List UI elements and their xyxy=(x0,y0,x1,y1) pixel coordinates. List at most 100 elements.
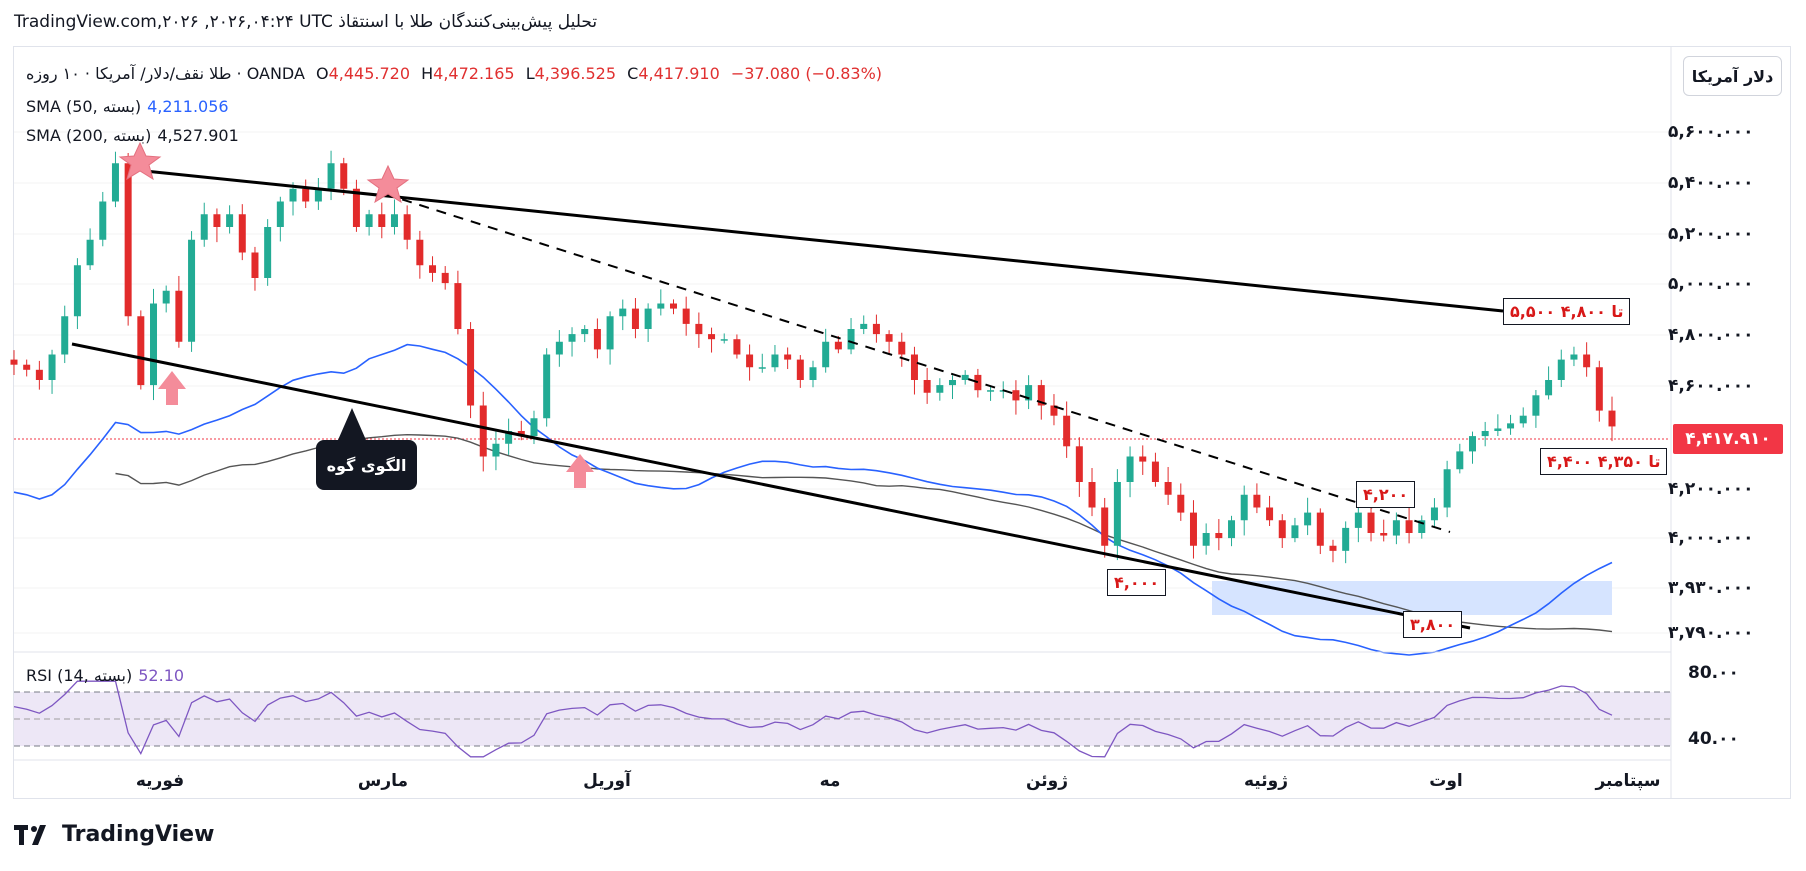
candle-down xyxy=(1012,390,1020,401)
resistance-dashed-line xyxy=(384,193,1451,533)
candle-up xyxy=(1418,520,1426,533)
candle-down xyxy=(1380,533,1388,536)
target-callout-mid[interactable]: ۴,۴۰۰ تا ۴,۳۵۰ xyxy=(1540,448,1668,475)
candle-down xyxy=(175,290,183,342)
price-tick: ۵,۲۰۰.۰۰۰ xyxy=(1668,224,1754,244)
price-tick: ۴,۸۰۰.۰۰۰ xyxy=(1668,325,1754,345)
current-price-tag: ۴,۴۱۷.۹۱۰ xyxy=(1673,424,1783,454)
candle-up xyxy=(961,374,969,380)
candle-down xyxy=(441,272,449,284)
rsi-legend[interactable]: RSI (14, بسته) 52.10 xyxy=(26,666,185,685)
currency-unit-button[interactable]: دلار آمریکا xyxy=(1683,56,1782,96)
candle-down xyxy=(885,334,893,342)
candle-up xyxy=(606,316,614,350)
candle-up xyxy=(1570,354,1578,360)
wedge-pattern-label[interactable]: الگوی گوه xyxy=(316,440,417,490)
rsi-tick: 40.۰۰ xyxy=(1688,729,1739,749)
candle-up xyxy=(200,214,208,240)
candle-up xyxy=(1354,512,1362,528)
target-callout-upper[interactable]: ۵,۵۰۰ تا ۴,۸۰۰ xyxy=(1503,298,1631,325)
candle-down xyxy=(1088,482,1096,508)
candle-up xyxy=(162,290,170,304)
candle-up xyxy=(555,341,563,355)
candle-up xyxy=(530,418,538,437)
candle-up xyxy=(111,163,119,202)
candle-down xyxy=(784,354,792,360)
candle-up xyxy=(936,385,944,393)
candle-down xyxy=(682,308,690,324)
candles-group xyxy=(10,150,1616,564)
candle-down xyxy=(834,341,842,350)
candle-up xyxy=(1507,423,1515,429)
star-marker-mar xyxy=(366,164,410,204)
rsi-line xyxy=(13,680,1613,758)
candle-down xyxy=(251,252,259,278)
candle-down xyxy=(352,188,360,227)
price-tick: ۴,۲۰۰.۰۰۰ xyxy=(1668,479,1754,499)
candle-up xyxy=(86,239,94,266)
candle-down xyxy=(10,359,18,365)
star-marker-feb xyxy=(118,141,162,181)
candle-down xyxy=(872,323,880,335)
wedge-upper-line xyxy=(144,169,1504,313)
candle-up xyxy=(1126,456,1134,482)
candle-down xyxy=(378,214,386,227)
candle-up xyxy=(276,201,284,227)
candle-down xyxy=(35,369,43,380)
price-tick: ۳,۷۹۰.۰۰۰ xyxy=(1668,623,1754,643)
candle-up xyxy=(1430,507,1438,521)
candle-down xyxy=(669,303,677,309)
rsi-band xyxy=(14,692,1671,746)
candle-down xyxy=(1139,456,1147,462)
candle-up xyxy=(1481,431,1489,437)
candle-up xyxy=(1443,469,1451,508)
wedge-lower-line xyxy=(71,342,1471,630)
candle-up xyxy=(1291,525,1299,539)
candle-up xyxy=(720,339,728,341)
candle-down xyxy=(1595,367,1603,411)
candle-down xyxy=(340,163,348,189)
tradingview-logo-icon xyxy=(14,824,46,845)
sma200-legend[interactable]: SMA (200, بسته) 4,527.901 xyxy=(26,126,239,145)
candle-up xyxy=(581,329,589,335)
candle-up xyxy=(48,354,56,380)
candle-up xyxy=(1304,512,1312,526)
level-callout-3800[interactable]: ۳,۸۰۰ xyxy=(1403,611,1463,638)
candle-up xyxy=(1342,527,1350,551)
candle-down xyxy=(1253,494,1261,508)
candle-up xyxy=(505,431,513,444)
candle-down xyxy=(631,308,639,329)
candle-down xyxy=(923,380,931,393)
candle-up xyxy=(1025,385,1033,401)
symbol-label: طلا نقف/دلار/ آمریکا · ۱۰ روزه · OANDA xyxy=(26,64,305,83)
candle-down xyxy=(796,359,804,380)
arrow-up-marker-apr xyxy=(566,454,594,488)
price-tick: ۴,۶۰۰.۰۰۰ xyxy=(1668,376,1754,396)
time-tick: اوت xyxy=(1429,771,1463,791)
candle-down xyxy=(429,265,437,273)
level-callout-4200[interactable]: ۴,۲۰۰ xyxy=(1356,481,1416,508)
price-tick: ۵,۴۰۰.۰۰۰ xyxy=(1668,173,1754,193)
level-callout-4000[interactable]: ۴,۰۰۰ xyxy=(1107,569,1167,596)
candle-up xyxy=(226,214,234,227)
sma50-legend[interactable]: SMA (50, بسته) 4,211.056 xyxy=(26,97,229,116)
price-tick: ۴,۰۰۰.۰۰۰ xyxy=(1668,528,1754,548)
candle-up xyxy=(860,323,868,329)
price-tick: ۵,۶۰۰.۰۰۰ xyxy=(1668,122,1754,142)
change-value: −37.080 (−0.83%) xyxy=(730,64,883,83)
candle-up xyxy=(809,367,817,380)
candle-up xyxy=(289,188,297,202)
time-tick: سپتامبر xyxy=(1595,771,1661,791)
candle-up xyxy=(1392,520,1400,536)
candle-down xyxy=(1189,512,1197,546)
candle-down xyxy=(1151,461,1159,482)
demand-zone xyxy=(1212,581,1612,615)
candle-down xyxy=(454,283,462,329)
price-tick: ۵,۰۰۰.۰۰۰ xyxy=(1668,274,1754,294)
candle-down xyxy=(467,329,475,406)
time-tick: آوریل xyxy=(583,771,631,791)
candle-down xyxy=(746,354,754,368)
candle-up xyxy=(758,367,766,369)
candle-down xyxy=(1608,410,1616,427)
